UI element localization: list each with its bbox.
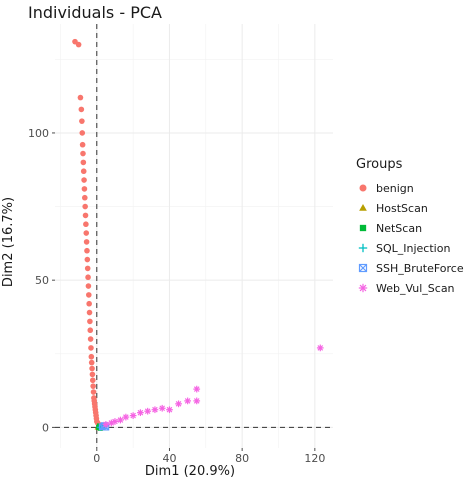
point-benign xyxy=(83,230,90,236)
point-benign xyxy=(89,371,96,378)
point-web-vul-scan xyxy=(137,409,144,417)
point-benign xyxy=(86,300,92,307)
legend-key-netscan xyxy=(359,224,367,232)
point-benign xyxy=(77,94,84,101)
legend-key-sql-injection xyxy=(358,243,368,253)
point-benign xyxy=(89,365,95,372)
point-benign xyxy=(81,177,87,183)
y-tick-label: 0 xyxy=(42,421,49,434)
x-tick-label: 80 xyxy=(235,452,249,465)
point-benign xyxy=(83,221,89,228)
point-benign xyxy=(78,106,85,113)
point-benign xyxy=(84,247,90,254)
point-benign xyxy=(87,327,94,334)
grid xyxy=(55,24,333,448)
point-web-vul-scan xyxy=(175,400,182,408)
point-benign xyxy=(84,265,91,272)
point-web-vul-scan xyxy=(129,412,137,419)
legend-label-benign: benign xyxy=(376,182,414,195)
point-benign xyxy=(79,130,86,136)
point-web-vul-scan xyxy=(316,344,324,352)
legend-key-hostscan xyxy=(359,203,367,211)
legend: Groups benign HostScan NetScan SQL_Injectio… xyxy=(356,157,464,295)
point-benign xyxy=(87,336,94,342)
point-benign xyxy=(83,239,90,245)
point-web-vul-scan xyxy=(144,407,152,415)
x-tick-label: 0 xyxy=(93,452,100,465)
point-benign xyxy=(80,168,87,175)
point-benign xyxy=(85,283,92,289)
chart-title: Individuals - PCA xyxy=(28,3,162,22)
point-benign xyxy=(81,186,88,192)
point-benign xyxy=(87,318,93,325)
point-web-vul-scan xyxy=(193,397,201,405)
point-web-vul-scan xyxy=(158,404,166,412)
point-benign xyxy=(80,159,87,166)
y-tick-label: 50 xyxy=(35,274,49,287)
point-web-vul-scan xyxy=(151,406,159,414)
point-benign xyxy=(90,383,96,389)
point-web-vul-scan xyxy=(184,397,192,405)
y-axis-ticks: 0 50 100 xyxy=(28,127,55,434)
point-benign xyxy=(88,345,94,351)
point-web-vul-scan xyxy=(107,419,115,427)
point-benign xyxy=(81,194,88,201)
x-axis-title: Dim1 (20.9%) xyxy=(145,464,235,479)
legend-label-netscan: NetScan xyxy=(376,222,422,235)
point-web-vul-scan xyxy=(193,385,201,393)
point-benign xyxy=(84,256,91,263)
point-benign xyxy=(88,359,95,366)
point-benign xyxy=(82,212,89,219)
point-benign xyxy=(90,389,97,395)
point-web-vul-scan xyxy=(166,406,173,414)
point-web-vul-scan xyxy=(111,418,119,425)
point-benign xyxy=(86,309,93,316)
y-tick-label: 100 xyxy=(28,127,49,140)
plot-panel xyxy=(55,24,333,448)
point-benign xyxy=(88,353,95,360)
x-tick-label: 40 xyxy=(162,452,176,465)
legend-key-benign xyxy=(359,184,367,192)
legend-label-hostscan: HostScan xyxy=(376,202,428,215)
point-benign xyxy=(85,292,92,298)
points xyxy=(72,38,324,431)
legend-title: Groups xyxy=(356,157,403,172)
point-benign xyxy=(85,274,91,281)
x-tick-label: 120 xyxy=(304,452,325,465)
legend-label-sql-injection: SQL_Injection xyxy=(376,242,450,255)
point-benign xyxy=(82,203,88,210)
point-benign xyxy=(79,118,85,124)
point-web-vul-scan xyxy=(102,421,110,428)
point-web-vul-scan xyxy=(117,416,124,424)
legend-key-ssh-bruteforce xyxy=(358,263,368,273)
point-web-vul-scan xyxy=(122,413,130,421)
legend-key-web-vul-scan xyxy=(358,283,368,293)
point-benign xyxy=(80,150,86,157)
point-benign xyxy=(72,38,78,45)
point-benign xyxy=(89,377,96,384)
legend-label-web-vul-scan: Web_Vul_Scan xyxy=(376,282,455,295)
point-benign xyxy=(79,141,86,148)
y-axis-title: Dim2 (16.7%) xyxy=(1,197,16,287)
x-axis-ticks: 0 40 80 120 xyxy=(93,448,325,465)
legend-label-ssh-bruteforce: SSH_BruteForce xyxy=(376,262,464,275)
